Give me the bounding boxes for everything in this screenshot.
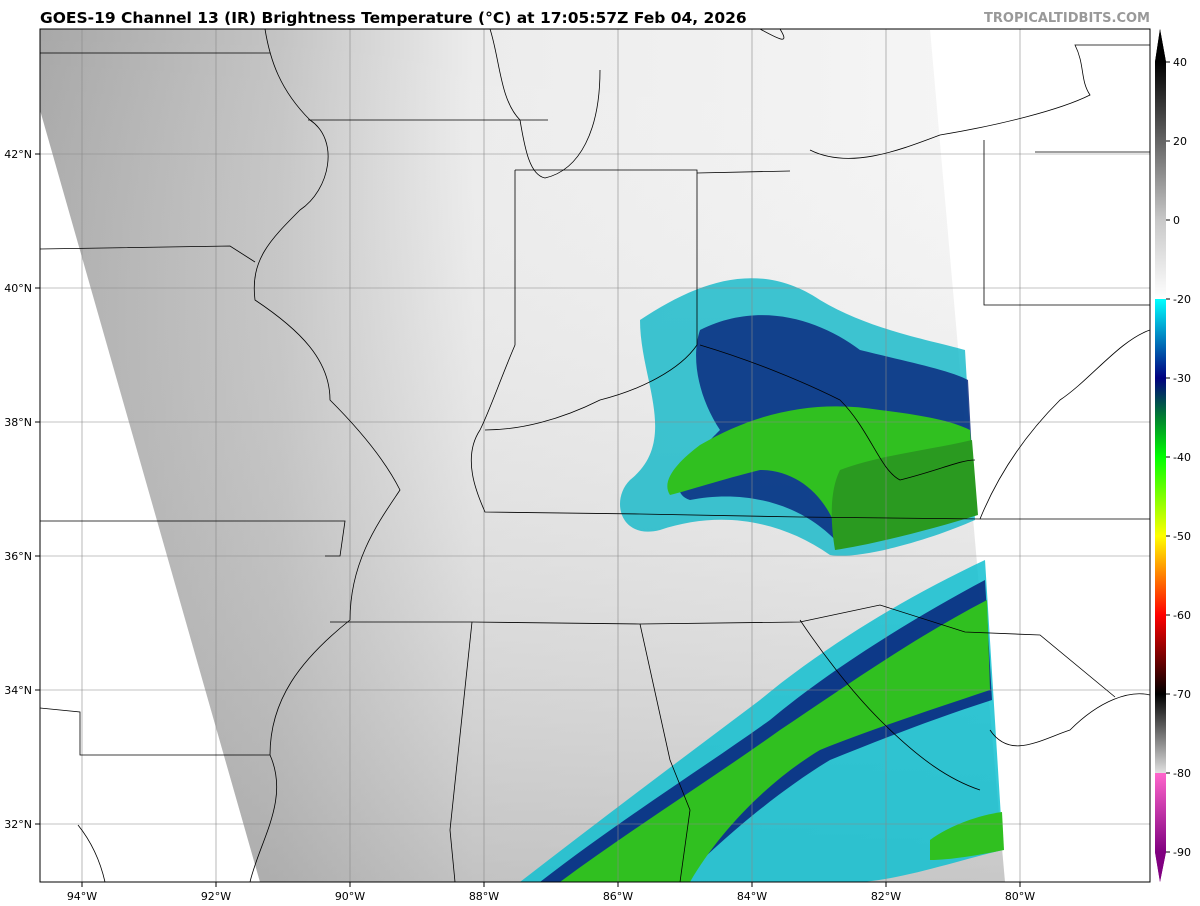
colorbar-min-extend — [1155, 852, 1166, 882]
colorbar-label: -50 — [1173, 530, 1191, 543]
colorbar-label: -60 — [1173, 609, 1191, 622]
colorbar-label: -30 — [1173, 372, 1191, 385]
latitude-label: 32°N — [4, 818, 32, 831]
latitude-label: 34°N — [4, 684, 32, 697]
colorbar-label: -40 — [1173, 451, 1191, 464]
longitude-label: 84°W — [737, 890, 767, 903]
map-frame — [39, 28, 1151, 883]
longitude-label: 86°W — [603, 890, 633, 903]
cloud-band-southeast — [520, 560, 1004, 882]
brand-watermark: TROPICALTIDBITS.COM — [984, 11, 1150, 26]
latitude-label: 38°N — [4, 416, 32, 429]
longitude-label: 92°W — [201, 890, 231, 903]
state-borders — [40, 29, 1150, 882]
colorbar-label: 40 — [1173, 56, 1187, 69]
colorbar-label: 20 — [1173, 135, 1187, 148]
longitude-label: 88°W — [469, 890, 499, 903]
colorbar-scale — [1155, 29, 1166, 882]
map-title: GOES-19 Channel 13 (IR) Brightness Tempe… — [40, 9, 747, 27]
swath-shading — [40, 29, 1005, 882]
latitude-label: 36°N — [4, 550, 32, 563]
colorbar-label: -20 — [1173, 293, 1191, 306]
longitude-label: 94°W — [67, 890, 97, 903]
colorbar-label: -70 — [1173, 688, 1191, 701]
colorbar: 40 20 0 -20 -30 -40 -50 -60 -70 -80 -90 — [1155, 29, 1191, 882]
gridlines — [40, 29, 1150, 882]
longitude-label: 82°W — [871, 890, 901, 903]
colorbar-label: -90 — [1173, 846, 1191, 859]
latitude-label: 42°N — [4, 148, 32, 161]
colorbar-max-extend — [1155, 29, 1166, 62]
latitude-label: 40°N — [4, 282, 32, 295]
longitude-label: 80°W — [1005, 890, 1035, 903]
colorbar-label: 0 — [1173, 214, 1180, 227]
colorbar-label: -80 — [1173, 767, 1191, 780]
longitude-label: 90°W — [335, 890, 365, 903]
